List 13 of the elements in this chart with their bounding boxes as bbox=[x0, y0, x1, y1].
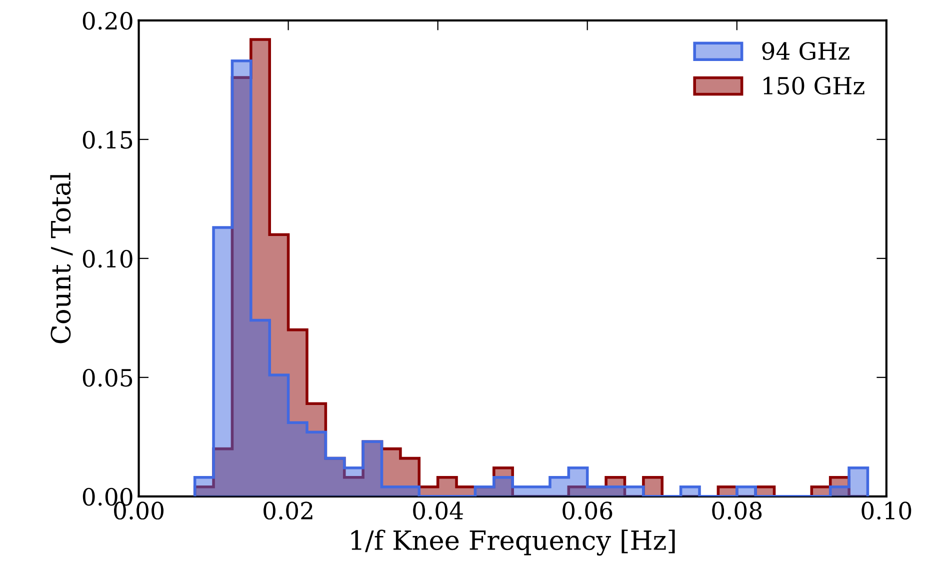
legend-label: 150 GHz bbox=[764, 76, 864, 95]
y-tick-label: 0.15 bbox=[82, 130, 132, 149]
x-tick-label: 0.08 bbox=[712, 502, 762, 520]
legend-label: 94 GHz bbox=[762, 42, 850, 60]
x-tick-label: 0.06 bbox=[562, 502, 612, 520]
x-axis-title: 1/f Knee Frequency [Hz] bbox=[351, 530, 675, 556]
y-axis-title: Count / Total bbox=[50, 172, 73, 344]
x-tick-label: 0.02 bbox=[264, 502, 312, 520]
y-tick-label: 0.05 bbox=[82, 368, 132, 387]
y-tick-label: 0.20 bbox=[82, 12, 132, 30]
y-tick-label: 0.10 bbox=[82, 250, 132, 268]
x-tick-label: 0.10 bbox=[862, 502, 912, 520]
x-tick-label: 0.04 bbox=[413, 502, 463, 520]
